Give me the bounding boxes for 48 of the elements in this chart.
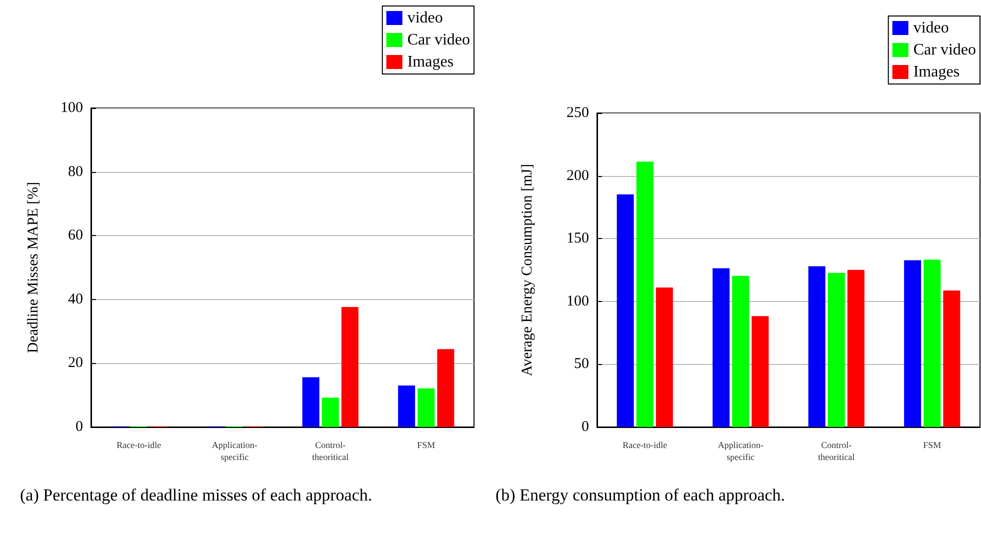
- y-tick-label: 200: [566, 168, 589, 184]
- x-tick-label: Race-to-idle: [116, 440, 162, 450]
- text: (b) Energy consumption of each approach.: [496, 486, 786, 504]
- y-tick-label: 150: [566, 230, 589, 247]
- bar: [712, 268, 730, 427]
- legend-label: video: [913, 20, 949, 36]
- legend-label: Car video: [407, 32, 470, 48]
- bar: [341, 307, 358, 427]
- legend-label: Images: [407, 54, 454, 70]
- x-tick-label: Application- specific: [212, 440, 258, 462]
- y-tick-label: 40: [68, 291, 83, 308]
- bar: [732, 276, 750, 427]
- y-tick-label: 60: [68, 228, 83, 244]
- y-tick-label: 0: [76, 419, 83, 435]
- y-tick-label: 20: [68, 355, 83, 372]
- bar: [322, 398, 339, 427]
- bar: [847, 270, 864, 427]
- bar: [752, 316, 769, 427]
- legend-label: Images: [913, 64, 960, 80]
- x-tick-label: FSM: [923, 440, 942, 450]
- bar: [924, 260, 941, 427]
- legend-label: Car video: [913, 42, 976, 58]
- y-tick-label: 0: [582, 419, 589, 435]
- legend-label: video: [407, 10, 443, 26]
- bar: [808, 266, 826, 427]
- x-tick-label: Application- specific: [718, 440, 764, 462]
- x-tick-label: Race-to-idle: [622, 440, 668, 450]
- y-tick-label: 80: [68, 164, 83, 180]
- y-axis-title: Deadline Misses MAPE [%]: [26, 182, 42, 354]
- bar: [616, 194, 634, 427]
- y-tick-label: 100: [60, 100, 83, 116]
- bar: [828, 272, 845, 427]
- bar: [904, 260, 922, 427]
- y-tick-label: 50: [574, 356, 589, 372]
- x-tick-label: Control- theoritical: [312, 440, 350, 462]
- x-tick-label: FSM: [417, 440, 436, 450]
- bar: [943, 290, 960, 427]
- x-tick-label: Control- theoritical: [818, 440, 856, 462]
- bar: [302, 377, 320, 427]
- bar: [418, 388, 435, 427]
- bar: [398, 386, 416, 427]
- bar: [656, 287, 673, 427]
- text: (a) Percentage of deadline misses of each approach.: [20, 486, 372, 504]
- bar: [437, 349, 454, 427]
- bar: [636, 162, 654, 427]
- y-axis-title: Average Energy Consumption [mJ]: [520, 164, 536, 376]
- y-tick-label: 250: [566, 105, 589, 121]
- y-tick-label: 100: [566, 293, 589, 310]
